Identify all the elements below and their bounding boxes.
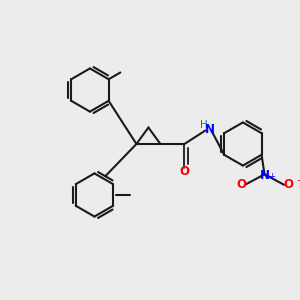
Text: O: O — [179, 165, 189, 178]
Text: +: + — [268, 172, 274, 181]
Text: H: H — [200, 120, 208, 130]
Text: N: N — [205, 122, 215, 136]
Text: O: O — [284, 178, 293, 191]
Text: -: - — [296, 175, 300, 185]
Text: O: O — [236, 178, 247, 191]
Text: N: N — [260, 169, 270, 182]
